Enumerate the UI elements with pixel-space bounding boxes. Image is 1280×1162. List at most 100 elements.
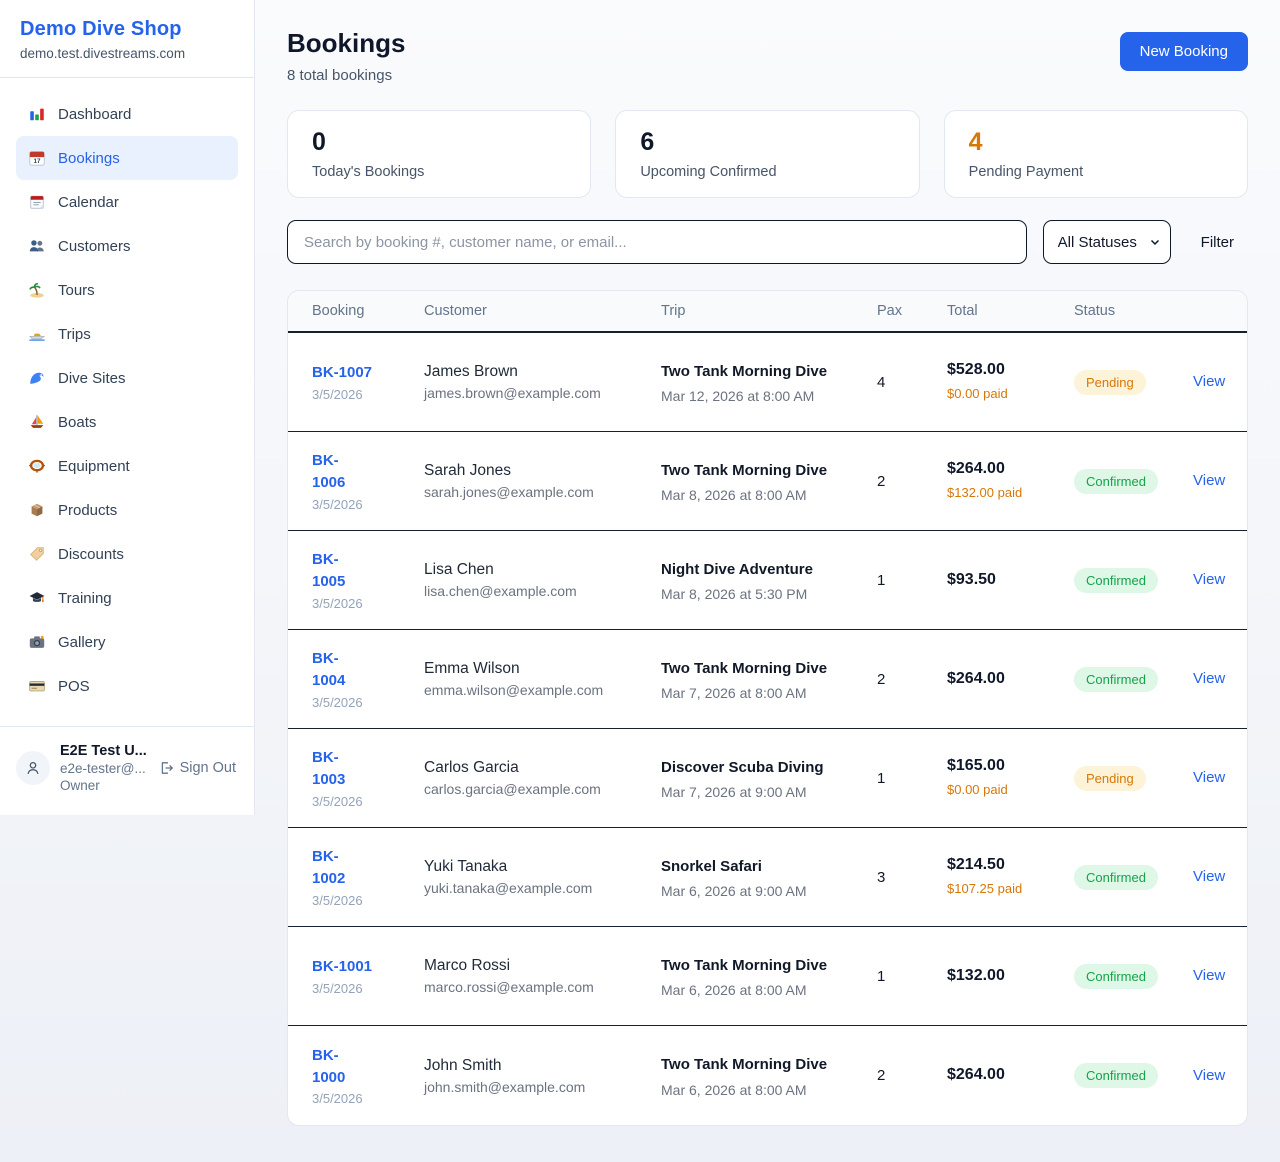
filter-row: All Statuses Filter: [287, 220, 1248, 264]
trip-cell: Night Dive Adventure Mar 8, 2026 at 5:30…: [661, 558, 877, 602]
view-link[interactable]: View: [1193, 769, 1226, 786]
table-row: BK- 1004 3/5/2026 Emma Wilson emma.wilso…: [288, 630, 1247, 729]
user-name: E2E Test U...: [60, 743, 147, 759]
trip-datetime: Mar 6, 2026 at 9:00 AM: [661, 883, 807, 900]
sidebar-item-gallery[interactable]: Gallery: [16, 620, 238, 664]
sidebar-item-label: Tours: [58, 281, 95, 299]
sidebar-item-discounts[interactable]: Discounts: [16, 532, 238, 576]
customer-email: james.brown@example.com: [424, 385, 601, 401]
trip-name: Night Dive Adventure: [661, 560, 813, 578]
trip-name: Two Tank Morning Dive: [661, 362, 828, 380]
customer-cell: John Smith john.smith@example.com: [424, 1057, 661, 1095]
trip-datetime: Mar 6, 2026 at 8:00 AM: [661, 1081, 807, 1098]
sidebar-item-label: Equipment: [58, 457, 130, 475]
actions-cell: View: [1193, 373, 1225, 391]
total-amount: $264.00: [947, 669, 1005, 687]
customer-cell: Emma Wilson emma.wilson@example.com: [424, 660, 661, 698]
booking-id-link[interactable]: BK- 1006: [312, 452, 346, 491]
booking-id-link[interactable]: BK- 1005: [312, 551, 346, 590]
customer-cell: James Brown james.brown@example.com: [424, 363, 661, 401]
bar-chart-icon: [28, 105, 46, 123]
trip-cell: Two Tank Morning Dive Mar 7, 2026 at 8:0…: [661, 657, 877, 701]
total-amount: $264.00: [947, 460, 1005, 478]
sidebar-item-training[interactable]: Training: [16, 576, 238, 620]
booking-cell: BK-1007 3/5/2026: [312, 362, 424, 402]
sign-out-label: Sign Out: [179, 760, 236, 776]
status-badge: Pending: [1074, 369, 1146, 395]
bookings-table: Booking Customer Trip Pax Total Status B…: [287, 290, 1248, 1126]
sidebar-item-label: Gallery: [58, 633, 106, 651]
stat-label: Today's Bookings: [312, 163, 425, 180]
diving-mask-icon: [28, 457, 46, 475]
booking-id-link[interactable]: BK-1007: [312, 364, 373, 382]
sidebar-item-label: Training: [58, 589, 112, 607]
sidebar-item-pos[interactable]: POS: [16, 664, 238, 708]
status-badge: Confirmed: [1074, 567, 1158, 593]
column-header-status: Status: [1074, 303, 1116, 319]
stat-card-pending-payment: 4 Pending Payment: [943, 110, 1248, 198]
column-header-pax: Pax: [877, 303, 902, 319]
sidebar-item-boats[interactable]: Boats: [16, 400, 238, 444]
calendar-date-icon: 17: [28, 149, 46, 167]
sidebar-item-dive-sites[interactable]: Dive Sites: [16, 356, 238, 400]
column-header-actions: [1193, 299, 1225, 323]
trip-name: Discover Scuba Diving: [661, 758, 824, 776]
credit-card-icon: [28, 677, 46, 695]
view-link[interactable]: View: [1193, 1066, 1226, 1084]
view-link[interactable]: View: [1193, 868, 1226, 885]
customer-name: Marco Rossi: [424, 957, 511, 974]
sidebar-item-equipment[interactable]: Equipment: [16, 444, 238, 488]
booking-id-link[interactable]: BK- 1000: [312, 1046, 346, 1086]
view-link[interactable]: View: [1193, 373, 1226, 390]
sidebar-item-label: Dive Sites: [58, 369, 126, 387]
view-link[interactable]: View: [1193, 472, 1226, 489]
sidebar-item-bookings[interactable]: 17 Bookings: [16, 136, 238, 180]
sign-out-button[interactable]: Sign Out: [158, 760, 236, 776]
sidebar-item-trips[interactable]: Trips: [16, 312, 238, 356]
column-header-customer: Customer: [424, 303, 487, 319]
status-select[interactable]: All Statuses: [1042, 220, 1171, 264]
booking-id-link[interactable]: BK- 1003: [312, 749, 346, 788]
customer-email: lisa.chen@example.com: [424, 583, 577, 599]
status-cell: Confirmed: [1074, 567, 1193, 593]
view-link[interactable]: View: [1193, 670, 1226, 687]
user-block: E2E Test U... e2e-tester@... Owner Sign …: [0, 726, 254, 815]
new-booking-button[interactable]: New Booking: [1119, 32, 1248, 71]
sidebar-item-products[interactable]: Products: [16, 488, 238, 532]
filter-button[interactable]: Filter: [1187, 234, 1248, 251]
sidebar-item-label: Calendar: [58, 193, 119, 211]
booking-id-link[interactable]: BK- 1002: [312, 848, 346, 887]
trip-cell: Snorkel Safari Mar 6, 2026 at 9:00 AM: [661, 855, 877, 899]
sidebar-item-label: Trips: [58, 325, 91, 343]
customer-email: emma.wilson@example.com: [424, 682, 604, 698]
sidebar-item-customers[interactable]: Customers: [16, 224, 238, 268]
total-cell: $165.00 $0.00 paid: [947, 756, 1074, 799]
sidebar-item-label: Dashboard: [58, 105, 132, 123]
speedboat-icon: [28, 325, 46, 343]
total-amount: $93.50: [947, 570, 996, 588]
search-input[interactable]: [287, 220, 1027, 264]
total-cell: $264.00: [947, 669, 1074, 690]
sidebar-item-tours[interactable]: Tours: [16, 268, 238, 312]
pax-cell: 2: [877, 472, 886, 490]
table-row: BK- 1005 3/5/2026 Lisa Chen lisa.chen@ex…: [288, 531, 1247, 630]
column-header-booking: Booking: [312, 303, 365, 319]
total-cell: $132.00: [947, 966, 1074, 987]
booking-cell: BK- 1003 3/5/2026: [312, 747, 424, 809]
sidebar-item-label: Discounts: [58, 545, 124, 563]
total-cell: $93.50: [947, 570, 1074, 591]
shop-header: Demo Dive Shop demo.test.divestreams.com: [0, 0, 254, 78]
table-row: BK-1007 3/5/2026 James Brown james.brown…: [288, 333, 1247, 432]
view-link[interactable]: View: [1193, 967, 1226, 984]
page-title: Bookings: [287, 28, 406, 58]
total-cell: $528.00 $0.00 paid: [947, 360, 1074, 403]
page-header: Bookings 8 total bookings New Booking: [287, 28, 1248, 84]
customer-name: Yuki Tanaka: [424, 858, 508, 875]
booking-id-link[interactable]: BK- 1004: [312, 650, 346, 689]
view-link[interactable]: View: [1193, 571, 1226, 588]
sidebar-item-calendar[interactable]: Calendar: [16, 180, 238, 224]
pax-cell: 1: [877, 571, 886, 589]
booking-cell: BK-1001 3/5/2026: [312, 956, 424, 996]
booking-id-link[interactable]: BK-1001: [312, 958, 373, 976]
sidebar-item-dashboard[interactable]: Dashboard: [16, 92, 238, 136]
